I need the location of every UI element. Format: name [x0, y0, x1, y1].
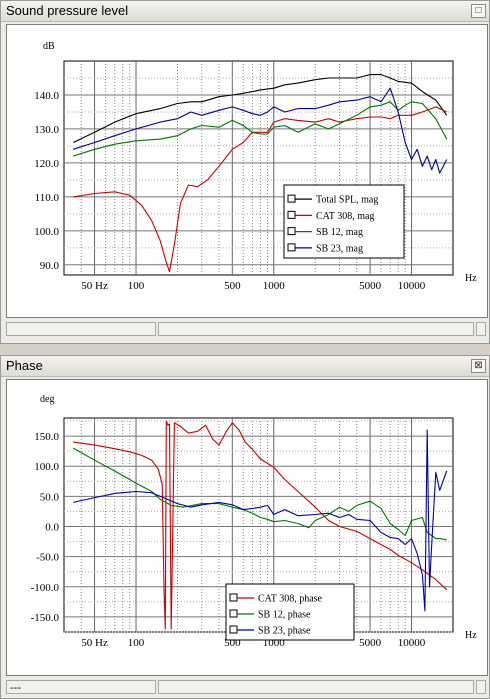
spl-legend-label: SB 12, mag	[316, 227, 363, 238]
spl-ytick-label: 90.0	[40, 260, 60, 272]
spl-legend-checkbox	[287, 210, 296, 219]
spl-xtick-label: 500	[224, 280, 241, 292]
spl-series-4-line	[73, 87, 448, 174]
phase-ytick-label: 50.0	[40, 491, 60, 503]
phase-xtick-label: 50 Hz	[81, 637, 108, 649]
spl-ytick-label: 110.0	[35, 192, 60, 204]
phase-ytick-label: 100.0	[34, 461, 59, 473]
spl-status-bar	[6, 322, 486, 338]
spl-xtick-label: 5000	[359, 280, 382, 292]
spl-window: Sound pressure level □ 140.0 130.0 120.0 11…	[0, 0, 490, 344]
phase-series-1-line	[73, 420, 448, 630]
spl-titlebar[interactable]: Sound pressure level □	[1, 1, 489, 22]
spl-window-close-button[interactable]: □	[471, 4, 486, 18]
spl-ytick-label: 130.0	[34, 124, 59, 136]
phase-ytick-label: 150.0	[34, 431, 59, 443]
phase-series-2-line	[72, 447, 447, 541]
spl-status-cell-3	[476, 322, 486, 336]
spl-chart: 140.0 130.0 120.0 110.0 100.0 90.0 50 Hz 100 500…	[34, 41, 477, 292]
spl-legend-label: SB 23, mag	[316, 243, 363, 254]
phase-window-close-button[interactable]: ⊠	[471, 359, 486, 373]
phase-xtick-label: 100	[128, 637, 145, 649]
spl-xtick-label: 10000	[398, 280, 426, 292]
spl-status-cell-2	[158, 322, 474, 336]
spl-status-cell-1	[6, 322, 156, 336]
spl-ytick-label: 120.0	[34, 158, 59, 170]
phase-legend-box	[225, 583, 355, 641]
spl-legend-checkbox	[287, 194, 296, 203]
phase-status-cell-3	[476, 680, 486, 694]
phase-status-cell-2	[158, 680, 474, 694]
phase-window: Phase ⊠ 150.0 100.0 50.0 0.0 -50.0 -100.0 -150…	[0, 355, 490, 699]
spl-series-1-line	[72, 74, 448, 143]
phase-x-unit-label: Hz	[465, 630, 477, 641]
phase-series-3-line	[73, 429, 448, 612]
phase-window-title: Phase	[6, 358, 43, 373]
phase-chart: 150.0 100.0 50.0 0.0 -50.0 -100.0 -150.0 50 Hz 1…	[31, 394, 478, 649]
spl-legend-checkbox	[287, 227, 296, 236]
spl-y-unit-label: dB	[43, 41, 55, 52]
spl-window-title: Sound pressure level	[6, 3, 129, 18]
spl-legend-box	[283, 184, 405, 259]
spl-xtick-label: 100	[128, 280, 145, 292]
phase-status-cell-1: ---	[6, 680, 156, 694]
spl-x-unit-label: Hz	[465, 273, 477, 284]
spl-xtick-label: 50 Hz	[81, 280, 108, 292]
phase-xtick-label: 10000	[398, 637, 426, 649]
spl-xtick-label: 1000	[263, 280, 286, 292]
phase-ytick-label: -50.0	[36, 552, 59, 564]
spl-ytick-label: 100.0	[34, 226, 59, 238]
phase-ytick-label: 0.0	[45, 522, 59, 534]
phase-legend-checkbox	[229, 593, 238, 602]
spl-legend-label: CAT 308, mag	[316, 211, 374, 222]
phase-status-bar: ---	[6, 680, 486, 696]
phase-legend-label: SB 23, phase	[258, 626, 311, 637]
spl-series-3-line	[73, 101, 448, 157]
phase-xtick-label: 5000	[359, 637, 382, 649]
spl-ytick-label: 140.0	[34, 90, 59, 102]
phase-ytick-label: -150.0	[31, 612, 60, 624]
phase-legend-label: CAT 308, phase	[258, 594, 323, 605]
phase-y-unit-label: deg	[40, 394, 54, 405]
phase-legend-checkbox	[229, 609, 238, 618]
phase-ytick-label: -100.0	[31, 582, 60, 594]
spl-legend-label: Total SPL, mag	[316, 195, 378, 206]
phase-titlebar[interactable]: Phase ⊠	[1, 356, 489, 377]
spl-legend-checkbox	[287, 243, 296, 252]
spl-plot-area[interactable]: 140.0 130.0 120.0 110.0 100.0 90.0 50 Hz 100 500…	[6, 24, 488, 318]
phase-legend-checkbox	[229, 625, 238, 634]
phase-plot-area[interactable]: 150.0 100.0 50.0 0.0 -50.0 -100.0 -150.0 50 Hz 1…	[6, 379, 488, 676]
phase-legend-label: SB 12, phase	[258, 610, 311, 621]
